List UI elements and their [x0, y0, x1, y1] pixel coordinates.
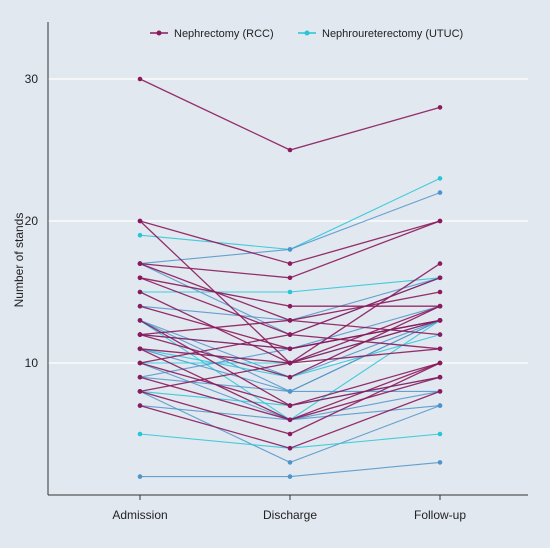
rcc-data-point [137, 403, 143, 408]
rcc-data-point [437, 360, 443, 366]
rcc-data-point [437, 332, 443, 337]
utuc-data-point [287, 389, 293, 394]
rcc-data-point [437, 261, 443, 266]
legend-label: Nephroureterectomy (UTUC) [322, 28, 463, 40]
legend-item-utuc[interactable]: Nephroureterectomy (UTUC) [298, 28, 463, 40]
utuc-data-point [437, 431, 443, 437]
utuc-data-point [137, 474, 143, 479]
rcc-data-point [287, 346, 293, 352]
series-rcc [137, 76, 443, 451]
rcc-data-point [437, 218, 443, 224]
rcc-data-point [437, 389, 443, 394]
legend-item-rcc[interactable]: Nephrectomy (RCC) [150, 28, 274, 40]
rcc-data-point [287, 431, 293, 437]
rcc-data-point [437, 318, 443, 323]
x-tick-label-admission: Admission [112, 508, 167, 522]
rcc-data-point [437, 275, 443, 281]
utuc-data-point [437, 460, 443, 465]
rcc-data-point [287, 147, 293, 153]
rcc-data-point [287, 360, 293, 366]
utuc-data-point [287, 460, 293, 465]
rcc-data-point [437, 289, 443, 295]
rcc-data-point [137, 218, 143, 224]
rcc-data-point [137, 346, 143, 352]
legend[interactable]: Nephrectomy (RCC) Nephroureterectomy (UTU… [150, 28, 463, 40]
rcc-data-point [137, 332, 143, 337]
rcc-data-point [287, 445, 293, 451]
rcc-data-point [437, 346, 443, 352]
utuc-data-point [287, 474, 293, 479]
x-tick-label-discharge: Discharge [263, 508, 317, 522]
y-tick-label-20: 20 [25, 214, 39, 228]
y-tick-label-30: 30 [25, 72, 39, 86]
series-lines [137, 76, 443, 479]
rcc-data-point [137, 389, 143, 394]
y-axis-label: Number of stands [12, 213, 26, 308]
rcc-data-point [137, 275, 143, 281]
utuc-data-point [287, 289, 293, 295]
rcc-data-point [137, 318, 143, 323]
rcc-data-point [137, 76, 143, 82]
y-tick-label-10: 10 [25, 356, 39, 370]
utuc-data-point [137, 431, 143, 437]
rcc-data-point [287, 261, 293, 266]
rcc-data-point [437, 303, 443, 309]
rcc-data-point [287, 303, 293, 309]
rcc-data-point [287, 318, 293, 323]
rcc-data-point [137, 360, 143, 366]
utuc-data-point [437, 190, 443, 195]
utuc-data-point [287, 247, 293, 252]
utuc-data-point [437, 176, 443, 181]
rcc-data-point [287, 332, 293, 337]
axes: Admission Discharge Follow-up 10 20 30 [25, 22, 528, 522]
legend-swatch-marker [304, 30, 310, 36]
utuc-data-point [137, 232, 143, 238]
rcc-data-point [287, 403, 293, 408]
x-tick-label-follow-up: Follow-up [414, 508, 466, 522]
rcc-data-point [137, 374, 143, 380]
legend-label: Nephrectomy (RCC) [174, 28, 274, 40]
rcc-data-point [287, 275, 293, 281]
legend-swatch-marker [156, 30, 162, 36]
rcc-data-point [437, 105, 443, 110]
rcc-data-point [137, 261, 143, 266]
utuc-data-point [437, 403, 443, 408]
rcc-data-point [137, 303, 143, 309]
rcc-data-point [287, 374, 293, 380]
rcc-data-point [437, 374, 443, 380]
rcc-data-point [137, 289, 143, 295]
rcc-data-point [287, 417, 293, 423]
